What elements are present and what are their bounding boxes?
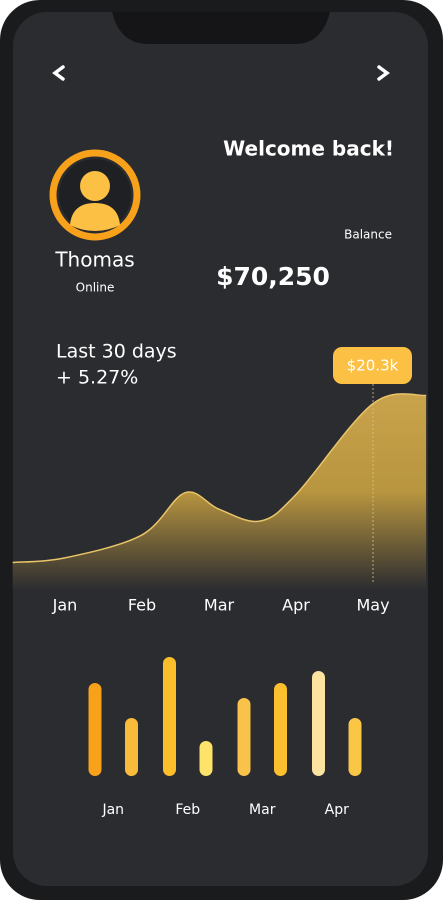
avatar-body — [70, 203, 120, 231]
x-tick-label: Jan — [101, 802, 124, 818]
bar — [88, 683, 102, 776]
annotation-label: $20.3k — [347, 357, 399, 375]
area-fill — [12, 393, 427, 590]
x-tick-label: May — [356, 596, 389, 615]
avatar-ring — [49, 149, 141, 241]
x-tick-label: Mar — [204, 596, 235, 615]
x-tick-label: Apr — [282, 596, 310, 615]
bar — [199, 741, 213, 776]
area-line — [12, 393, 427, 564]
x-tick-label: Jan — [52, 596, 78, 615]
bar — [274, 683, 287, 776]
balance-label: Balance — [344, 228, 392, 242]
x-tick-label: Feb — [128, 596, 156, 615]
x-tick-label: Apr — [325, 802, 349, 818]
avatar-head — [80, 171, 110, 201]
x-tick-label: Feb — [175, 802, 200, 818]
forward-button[interactable] — [377, 65, 390, 81]
greeting: Welcome back! — [223, 137, 394, 161]
bar — [237, 698, 251, 776]
bar — [348, 718, 362, 776]
bar — [125, 718, 138, 776]
back-button[interactable] — [52, 65, 65, 81]
user-status: Online — [76, 281, 115, 295]
period: Last 30 days — [56, 341, 177, 363]
annotation-badge — [333, 347, 412, 384]
bar — [312, 671, 325, 776]
x-tick-label: Mar — [249, 802, 276, 818]
bar — [163, 657, 176, 776]
change: + 5.27% — [56, 367, 138, 389]
user-name: Thomas — [54, 248, 134, 272]
notch — [112, 12, 330, 44]
balance: $70,250 — [216, 262, 330, 291]
